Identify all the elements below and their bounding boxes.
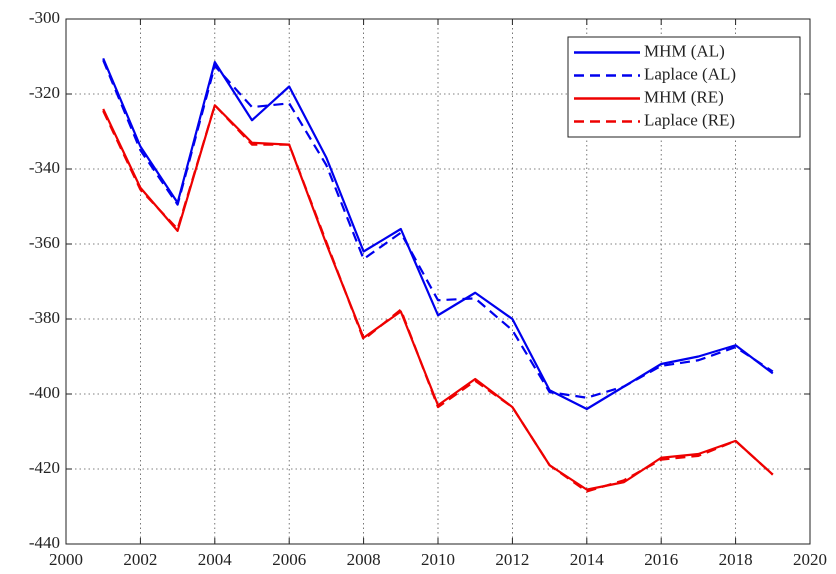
x-tick-label: 2016: [644, 550, 678, 569]
y-tick-label: -340: [29, 158, 60, 177]
x-tick-label: 2010: [421, 550, 455, 569]
y-tick-label: -440: [29, 533, 60, 552]
x-tick-label: 2000: [49, 550, 83, 569]
y-tick-label: -400: [29, 383, 60, 402]
legend-label: MHM (AL): [644, 41, 725, 60]
y-tick-label: -300: [29, 8, 60, 27]
x-tick-label: 2012: [495, 550, 529, 569]
x-tick-label: 2002: [123, 550, 157, 569]
legend: MHM (AL) Laplace (AL) MHM (RE) Laplace (RE): [567, 36, 801, 138]
y-tick-label: -420: [29, 458, 60, 477]
series-line: [102, 59, 774, 399]
x-tick-label: 2004: [198, 550, 233, 569]
x-tick-label: 2008: [347, 550, 381, 569]
series-line: [102, 104, 774, 491]
x-tick-label: 2006: [272, 550, 306, 569]
legend-label: Laplace (AL): [644, 64, 736, 83]
series-line: [102, 104, 774, 493]
series-line: [102, 57, 774, 411]
x-tick-label: 2018: [719, 550, 753, 569]
x-tick-label: 2020: [793, 550, 827, 569]
plot-frame: [65, 18, 811, 545]
legend-label: MHM (RE): [644, 87, 724, 106]
legend-label: Laplace (RE): [644, 110, 735, 129]
y-tick-label: -380: [29, 308, 60, 327]
y-tick-label: -360: [29, 233, 60, 252]
y-tick-label: -320: [29, 83, 60, 102]
x-tick-label: 2014: [570, 550, 605, 569]
